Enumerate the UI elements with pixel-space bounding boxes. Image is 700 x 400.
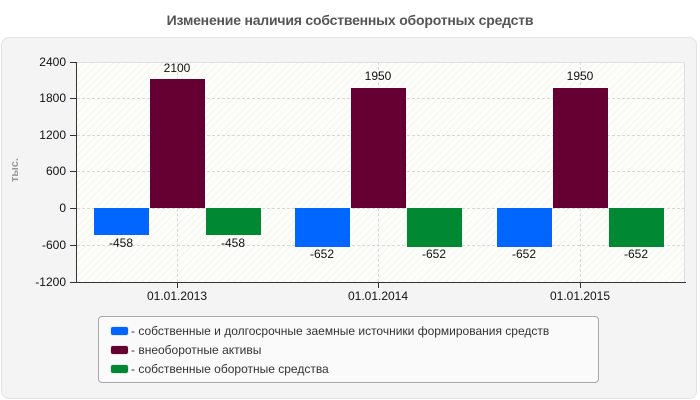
bar-2015-sources[interactable] bbox=[497, 208, 552, 247]
legend-item-noncurrent-assets[interactable]: - внеоборотные активы bbox=[111, 342, 261, 358]
x-tick bbox=[580, 283, 581, 288]
bar-2014-noncurrent-assets[interactable] bbox=[351, 88, 406, 208]
legend-swatch-icon bbox=[111, 346, 128, 354]
data-label: -652 bbox=[421, 247, 447, 261]
data-label: -458 bbox=[220, 236, 246, 250]
data-label: -652 bbox=[623, 247, 649, 261]
y-tick bbox=[70, 171, 76, 172]
x-tick-label: 01.01.2014 bbox=[347, 289, 409, 303]
legend: - собственные и долгосрочные заемные ист… bbox=[98, 316, 599, 383]
y-tick bbox=[70, 62, 76, 63]
bar-2014-sources[interactable] bbox=[295, 208, 350, 247]
y-tick bbox=[70, 245, 76, 246]
x-tick bbox=[378, 283, 379, 288]
bar-2013-noncurrent-assets[interactable] bbox=[150, 79, 205, 208]
chart-title: Изменение наличия собственных оборотных … bbox=[166, 12, 534, 28]
legend-swatch-icon bbox=[111, 327, 128, 335]
y-tick-label: 2400 bbox=[39, 55, 66, 69]
x-tick-label: 01.01.2013 bbox=[146, 289, 208, 303]
bar-2015-noncurrent-assets[interactable] bbox=[553, 88, 608, 208]
data-label: 1950 bbox=[566, 69, 594, 83]
bar-2014-working-capital[interactable] bbox=[407, 208, 462, 247]
legend-label: - собственные оборотные средства bbox=[131, 362, 329, 376]
y-tick-label: 1200 bbox=[39, 128, 66, 142]
gridline bbox=[77, 245, 685, 246]
y-tick bbox=[70, 208, 76, 209]
legend-swatch-icon bbox=[111, 365, 128, 373]
legend-label: - внеоборотные активы bbox=[131, 343, 262, 357]
y-tick-label: -1200 bbox=[35, 275, 66, 289]
bar-2013-working-capital[interactable] bbox=[206, 208, 261, 235]
y-tick-label: -600 bbox=[41, 238, 66, 252]
data-label: -652 bbox=[511, 247, 537, 261]
legend-item-sources[interactable]: - собственные и долгосрочные заемные ист… bbox=[111, 323, 549, 339]
y-axis-line bbox=[76, 62, 77, 283]
y-tick-label: 0 bbox=[59, 201, 66, 215]
x-tick bbox=[177, 283, 178, 288]
legend-item-working-capital[interactable]: - собственные оборотные средства bbox=[111, 361, 329, 377]
y-tick bbox=[70, 98, 76, 99]
y-tick bbox=[70, 282, 76, 283]
y-tick-label: 600 bbox=[45, 164, 66, 178]
data-label: 1950 bbox=[364, 69, 392, 83]
bar-2015-working-capital[interactable] bbox=[609, 208, 664, 247]
gridline bbox=[77, 208, 685, 209]
data-label: -652 bbox=[309, 247, 335, 261]
bar-2013-sources[interactable] bbox=[94, 208, 149, 235]
x-axis-line bbox=[76, 282, 686, 283]
y-tick bbox=[70, 135, 76, 136]
y-tick-label: 1800 bbox=[39, 91, 66, 105]
x-tick-label: 01.01.2015 bbox=[549, 289, 611, 303]
data-label: 2100 bbox=[163, 61, 191, 75]
data-label: -458 bbox=[108, 236, 134, 250]
legend-label: - собственные и долгосрочные заемные ист… bbox=[131, 324, 550, 338]
y-axis-title: тыс. bbox=[9, 158, 21, 182]
